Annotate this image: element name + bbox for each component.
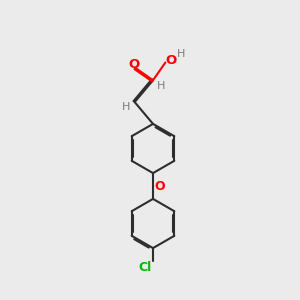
Text: O: O [154, 179, 165, 193]
Text: Cl: Cl [138, 261, 151, 274]
Text: O: O [128, 58, 140, 71]
Text: H: H [177, 49, 185, 59]
Text: O: O [165, 54, 176, 67]
Text: H: H [122, 103, 130, 112]
Text: H: H [157, 81, 166, 91]
